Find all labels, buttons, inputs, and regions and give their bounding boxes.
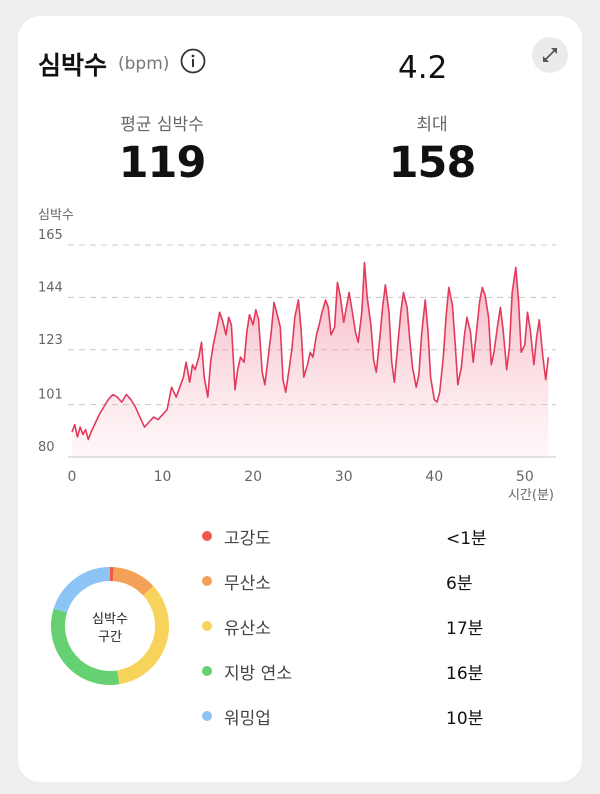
zone-label: 무산소 bbox=[224, 574, 271, 594]
heart-rate-chart: 80 101 123 144 165 0 10 20 30 40 50 심박수 시간(분) bbox=[38, 208, 556, 503]
zone-color-dot bbox=[202, 666, 212, 676]
zone-row: 무산소 6분 bbox=[202, 569, 502, 594]
y-tick-label: 123 bbox=[38, 333, 63, 348]
max-hr-label: 최대 bbox=[416, 115, 448, 135]
zone-label: 지방 연소 bbox=[224, 664, 292, 684]
zone-color-dot bbox=[202, 711, 212, 721]
x-tick-label: 50 bbox=[516, 469, 534, 485]
donut-center-line1: 심박수 bbox=[92, 612, 128, 627]
x-tick-label: 20 bbox=[244, 469, 262, 485]
zone-duration: <1분 bbox=[446, 529, 487, 549]
x-tick-label: 30 bbox=[335, 469, 353, 485]
zone-color-dot bbox=[202, 531, 212, 541]
zone-label: 워밍업 bbox=[224, 709, 271, 729]
y-tick-label: 144 bbox=[38, 280, 63, 295]
y-tick-label: 165 bbox=[38, 228, 63, 243]
zone-label: 유산소 bbox=[224, 619, 271, 639]
donut-slice bbox=[116, 585, 169, 685]
zone-row: 유산소 17분 bbox=[202, 614, 502, 639]
card-title: 심박수 bbox=[38, 51, 108, 80]
zone-color-dot bbox=[202, 621, 212, 631]
average-hr-label: 평균 심박수 bbox=[120, 115, 204, 135]
zone-duration: 16분 bbox=[446, 664, 484, 684]
donut-slice bbox=[53, 567, 111, 613]
average-hr-value: 119 bbox=[118, 138, 207, 188]
zone-label: 고강도 bbox=[224, 529, 271, 549]
zone-donut-chart: 심박수 구간 bbox=[51, 567, 169, 685]
x-tick-label: 10 bbox=[154, 469, 172, 485]
zone-duration: 17분 bbox=[446, 619, 484, 639]
zone-row: 워밍업 10분 bbox=[202, 704, 502, 729]
zone-row: 지방 연소 16분 bbox=[202, 659, 502, 684]
y-axis-label: 심박수 bbox=[38, 208, 74, 223]
zone-color-dot bbox=[202, 576, 212, 586]
donut-center-line2: 구간 bbox=[98, 630, 122, 645]
max-hr-value: 158 bbox=[388, 138, 477, 188]
zone-row: 고강도 <1분 bbox=[202, 524, 502, 549]
donut-slice bbox=[51, 608, 120, 685]
y-tick-label: 80 bbox=[38, 440, 55, 455]
heart-rate-card: 심박수 (bpm) 4.2 평균 심박수 119 최대 158 80 101 123… bbox=[18, 16, 582, 782]
donut-slice bbox=[112, 567, 154, 596]
x-tick-label: 0 bbox=[68, 469, 77, 485]
expand-icon bbox=[543, 48, 557, 62]
expand-button[interactable] bbox=[532, 37, 568, 73]
x-axis-label: 시간(분) bbox=[508, 488, 554, 503]
heart-rate-line bbox=[71, 261, 550, 441]
zone-duration: 10분 bbox=[446, 709, 484, 729]
unit-label: (bpm) bbox=[118, 54, 170, 74]
heart-rate-area bbox=[72, 262, 549, 457]
zone-duration: 6분 bbox=[446, 574, 473, 594]
x-tick-label: 40 bbox=[425, 469, 443, 485]
header-value: 4.2 bbox=[398, 50, 448, 86]
info-icon[interactable] bbox=[180, 48, 206, 74]
y-tick-label: 101 bbox=[38, 388, 63, 403]
